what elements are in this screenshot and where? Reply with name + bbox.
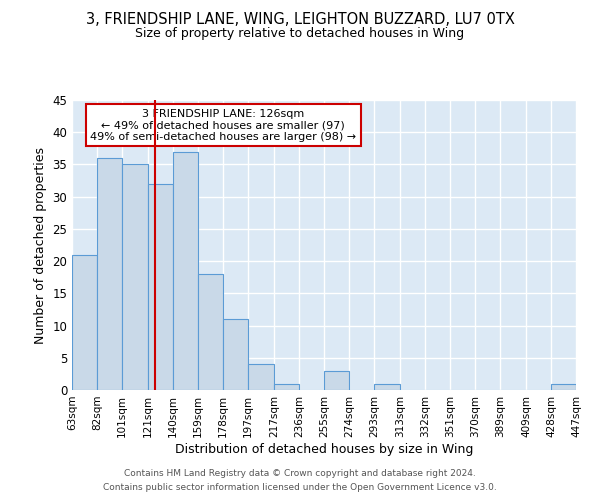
- Bar: [198, 274, 223, 390]
- Text: Contains HM Land Registry data © Crown copyright and database right 2024.: Contains HM Land Registry data © Crown c…: [124, 468, 476, 477]
- Bar: [223, 319, 248, 390]
- Bar: [173, 152, 198, 390]
- Text: 3 FRIENDSHIP LANE: 126sqm
← 49% of detached houses are smaller (97)
49% of semi-: 3 FRIENDSHIP LANE: 126sqm ← 49% of detac…: [90, 108, 356, 142]
- Bar: [148, 184, 173, 390]
- Bar: [324, 370, 349, 390]
- Bar: [551, 384, 576, 390]
- Text: 3, FRIENDSHIP LANE, WING, LEIGHTON BUZZARD, LU7 0TX: 3, FRIENDSHIP LANE, WING, LEIGHTON BUZZA…: [86, 12, 514, 28]
- Y-axis label: Number of detached properties: Number of detached properties: [34, 146, 47, 344]
- Bar: [72, 254, 97, 390]
- X-axis label: Distribution of detached houses by size in Wing: Distribution of detached houses by size …: [175, 442, 473, 456]
- Text: Size of property relative to detached houses in Wing: Size of property relative to detached ho…: [136, 28, 464, 40]
- Bar: [248, 364, 274, 390]
- Bar: [374, 384, 400, 390]
- Bar: [274, 384, 299, 390]
- Bar: [97, 158, 122, 390]
- Bar: [122, 164, 148, 390]
- Text: Contains public sector information licensed under the Open Government Licence v3: Contains public sector information licen…: [103, 484, 497, 492]
